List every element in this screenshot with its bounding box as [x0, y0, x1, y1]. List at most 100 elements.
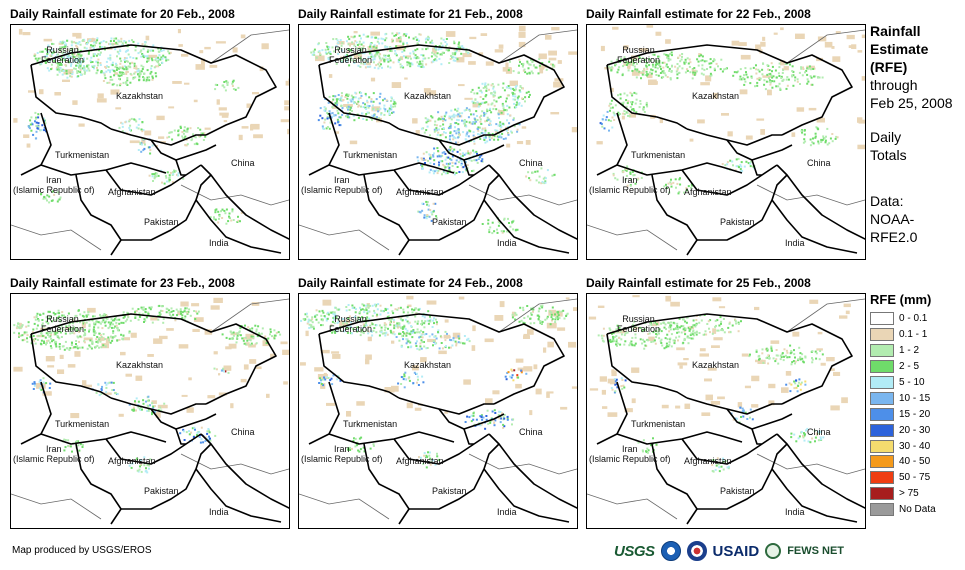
- nws-logo-icon: [686, 541, 707, 561]
- label-iran: Iran (Islamic Republic of): [13, 175, 95, 195]
- label-kazakhstan: Kazakhstan: [692, 91, 740, 101]
- label-afghanistan: Afghanistan: [684, 456, 732, 466]
- label-china: China: [807, 158, 831, 168]
- legend-label: 1 - 2: [899, 345, 920, 357]
- legend-row: 2 - 5: [870, 359, 936, 375]
- legend-label: 5 - 10: [899, 377, 925, 388]
- legend-row: > 75: [870, 486, 936, 502]
- map-panel-5: Daily Rainfall estimate for 24 Feb., 200…: [298, 275, 578, 529]
- panel-title: Daily Rainfall estimate for 23 Feb., 200…: [10, 276, 235, 290]
- panel-title: Daily Rainfall estimate for 22 Feb., 200…: [586, 7, 811, 21]
- legend-swatch: [870, 439, 894, 453]
- label-india: India: [497, 507, 517, 517]
- label-pakistan: Pakistan: [720, 217, 755, 227]
- fews-net-logo: FEWS NET: [787, 545, 845, 557]
- rainfall-map: Russian Federation Kazakhstan Turkmenista…: [586, 293, 866, 529]
- fews-net-globe-icon: [765, 543, 782, 559]
- label-kazakhstan: Kazakhstan: [116, 360, 164, 370]
- legend-label: 15 - 20: [899, 408, 931, 420]
- label-india: India: [209, 507, 229, 517]
- map-panel-3: Daily Rainfall estimate for 22 Feb., 200…: [586, 6, 866, 260]
- legend-label: 10 - 15: [899, 392, 931, 404]
- legend-swatch: [870, 328, 894, 342]
- legend-row: 5 - 10: [870, 375, 936, 391]
- map-panel-4: Daily Rainfall estimate for 23 Feb., 200…: [10, 275, 290, 529]
- label-russia: Russian Federation: [617, 45, 661, 65]
- legend-row: 1 - 2: [870, 343, 936, 359]
- rainfall-map: Russian Federation Kazakhstan Turkmenista…: [10, 24, 290, 260]
- label-afghanistan: Afghanistan: [108, 187, 156, 197]
- label-turkmenistan: Turkmenistan: [343, 419, 398, 429]
- label-iran: Iran (Islamic Republic of): [589, 175, 671, 195]
- legend-row: 40 - 50: [870, 454, 936, 470]
- rainfall-map-svg: [587, 25, 865, 256]
- legend-label: 30 - 40: [899, 440, 931, 452]
- totals-label: Totals: [870, 147, 907, 163]
- label-china: China: [519, 158, 543, 168]
- map-description: Rainfall Estimate (RFE) through Feb 25, …: [870, 22, 953, 246]
- legend-label: > 75: [899, 488, 919, 500]
- label-turkmenistan: Turkmenistan: [631, 150, 686, 160]
- legend-row: 30 - 40: [870, 438, 936, 454]
- label-india: India: [785, 238, 805, 248]
- rfe-legend: RFE (mm) 0 - 0.1 0.1 - 1 1 - 2 2 - 5 5 - 10 1…: [870, 292, 936, 518]
- label-kazakhstan: Kazakhstan: [692, 360, 740, 370]
- legend-label: 2 - 5: [899, 361, 920, 373]
- legend-row: 0 - 0.1: [870, 311, 936, 327]
- agency-logos: USGS USAID FEWS NET: [614, 538, 844, 564]
- label-russia: Russian Federation: [41, 45, 85, 65]
- label-afghanistan: Afghanistan: [396, 187, 444, 197]
- legend-row: 20 - 30: [870, 422, 936, 438]
- through-label: through: [870, 77, 918, 93]
- label-iran: Iran (Islamic Republic of): [589, 444, 671, 464]
- legend-swatch: [870, 455, 894, 469]
- label-pakistan: Pakistan: [432, 217, 467, 227]
- rainfall-map-svg: [11, 297, 289, 525]
- rainfall-map: Russian Federation Kazakhstan Turkmenista…: [10, 293, 290, 529]
- label-kazakhstan: Kazakhstan: [404, 91, 452, 101]
- legend-label: 0.1 - 1: [899, 329, 928, 341]
- label-russia: Russian Federation: [329, 45, 373, 65]
- legend-row: 10 - 15: [870, 390, 936, 406]
- legend-swatch: [870, 312, 894, 326]
- label-russia: Russian Federation: [617, 314, 661, 334]
- legend-swatch: [870, 391, 894, 405]
- rainfall-map-svg: [11, 28, 289, 256]
- legend-label: 20 - 30: [899, 424, 931, 436]
- label-iran: Iran (Islamic Republic of): [301, 444, 383, 464]
- label-turkmenistan: Turkmenistan: [55, 150, 110, 160]
- data-source-1: NOAA-: [870, 211, 915, 227]
- label-china: China: [519, 427, 543, 437]
- rainfall-map-svg: [587, 295, 865, 525]
- label-pakistan: Pakistan: [144, 217, 179, 227]
- legend-swatch: [870, 360, 894, 374]
- map-credit: Map produced by USGS/EROS: [12, 545, 152, 556]
- panel-title: Daily Rainfall estimate for 24 Feb., 200…: [298, 276, 523, 290]
- label-turkmenistan: Turkmenistan: [55, 419, 110, 429]
- rainfall-map-svg: [299, 295, 577, 525]
- legend-title: RFE (mm): [870, 292, 932, 307]
- legend-swatch: [870, 487, 894, 501]
- label-china: China: [231, 427, 255, 437]
- label-kazakhstan: Kazakhstan: [116, 91, 164, 101]
- legend-swatch: [870, 471, 894, 485]
- label-kazakhstan: Kazakhstan: [404, 360, 452, 370]
- data-label: Data:: [870, 193, 904, 209]
- label-pakistan: Pakistan: [720, 486, 755, 496]
- rainfall-map: Russian Federation Kazakhstan Turkmenista…: [586, 24, 866, 260]
- rainfall-map: Russian Federation Kazakhstan Turkmenista…: [298, 293, 578, 529]
- label-pakistan: Pakistan: [144, 486, 179, 496]
- data-source-2: RFE2.0: [870, 229, 918, 245]
- usaid-logo: USAID: [712, 542, 760, 560]
- label-india: India: [209, 238, 229, 248]
- through-date: Feb 25, 2008: [870, 95, 953, 111]
- legend-label: 50 - 75: [899, 472, 931, 484]
- noaa-logo-icon: [660, 541, 681, 561]
- legend-label: 40 - 50: [899, 456, 931, 468]
- panel-title: Daily Rainfall estimate for 20 Feb., 200…: [10, 7, 235, 21]
- legend-row: 0.1 - 1: [870, 327, 936, 343]
- legend-swatch: [870, 344, 894, 358]
- legend-row: 15 - 20: [870, 406, 936, 422]
- label-india: India: [497, 238, 517, 248]
- map-panel-2: Daily Rainfall estimate for 21 Feb., 200…: [298, 6, 578, 260]
